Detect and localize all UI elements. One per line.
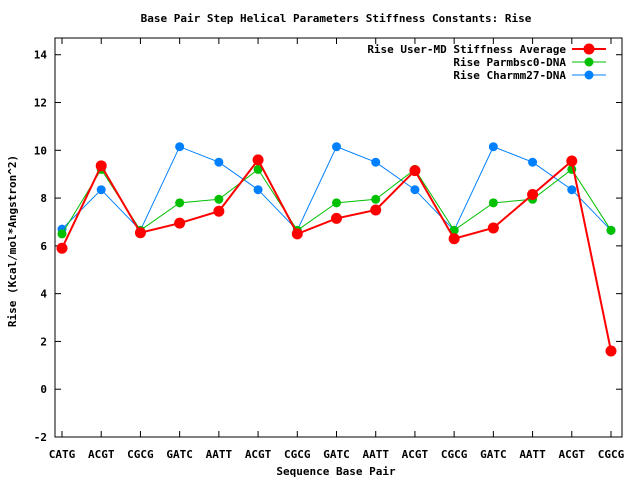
legend-label: Rise Charmm27-DNA xyxy=(453,69,566,82)
x-tick-label: GATC xyxy=(166,448,193,461)
data-point xyxy=(527,188,539,200)
data-point xyxy=(214,194,224,204)
x-tick-label: AATT xyxy=(519,448,546,461)
legend-marker xyxy=(584,70,594,80)
data-point xyxy=(410,185,420,195)
data-point xyxy=(449,225,459,235)
legend-marker xyxy=(583,43,595,55)
data-point xyxy=(252,154,264,166)
data-point xyxy=(175,198,185,208)
x-tick-label: CGCG xyxy=(441,448,468,461)
x-tick-label: CGCG xyxy=(127,448,154,461)
data-point xyxy=(528,157,538,167)
plot-frame xyxy=(54,37,623,438)
x-axis-label: Sequence Base Pair xyxy=(276,465,396,478)
x-tick-label: ACGT xyxy=(402,448,429,461)
data-point xyxy=(174,217,186,229)
data-point xyxy=(214,157,224,167)
data-point xyxy=(213,205,225,217)
legend-label: Rise Parmbsc0-DNA xyxy=(453,56,566,69)
data-point xyxy=(567,185,577,195)
data-point xyxy=(253,185,263,195)
data-point xyxy=(332,198,341,208)
x-tick-label: CATG xyxy=(49,448,76,461)
data-point xyxy=(332,142,341,152)
data-point xyxy=(291,228,303,240)
data-point xyxy=(134,227,146,239)
y-tick-label: -2 xyxy=(34,431,47,444)
x-tick-label: GATC xyxy=(480,448,507,461)
x-tick-label: CGCG xyxy=(598,448,625,461)
y-tick-label: 8 xyxy=(40,192,47,205)
data-point xyxy=(605,345,617,357)
data-point xyxy=(606,225,616,235)
y-tick-label: 0 xyxy=(40,383,47,396)
data-point xyxy=(175,142,185,152)
x-tick-label: ACGT xyxy=(559,448,586,461)
legend-marker xyxy=(584,57,594,67)
legend-label: Rise User-MD Stiffness Average xyxy=(367,43,566,56)
data-point xyxy=(371,194,381,204)
y-tick-label: 2 xyxy=(40,335,47,348)
data-point xyxy=(95,160,107,172)
data-point xyxy=(56,242,68,254)
data-point xyxy=(448,233,460,245)
data-point xyxy=(253,164,263,174)
data-point xyxy=(370,204,382,216)
data-point xyxy=(331,212,342,224)
chart-title: Base Pair Step Helical Parameters Stiffn… xyxy=(141,12,532,25)
data-point xyxy=(488,142,498,152)
x-tick-label: AATT xyxy=(206,448,233,461)
data-point xyxy=(409,165,421,177)
data-point xyxy=(488,198,498,208)
data-point xyxy=(96,185,106,195)
data-point xyxy=(371,157,381,167)
series-line-1 xyxy=(61,158,612,352)
y-tick-label: 6 xyxy=(40,240,47,253)
x-tick-label: GATC xyxy=(323,448,350,461)
data-point xyxy=(57,229,67,239)
y-tick-label: 14 xyxy=(34,49,48,62)
data-point xyxy=(566,155,578,167)
y-tick-label: 10 xyxy=(34,144,47,157)
x-tick-label: AATT xyxy=(362,448,389,461)
y-tick-label: 4 xyxy=(40,288,47,301)
x-tick-label: CGCG xyxy=(284,448,311,461)
plot-area: -2 0 2 4 6 8 10 12 14 CATG ACGT CGCG GATC AATT ACGT CGC… xyxy=(34,37,625,461)
x-tick-label: ACGT xyxy=(88,448,115,461)
y-axis-label: Rise (Kcal/mol*Angstron^2) xyxy=(6,155,19,327)
data-point xyxy=(487,222,499,234)
x-tick-label: ACGT xyxy=(245,448,272,461)
y-tick-label: 12 xyxy=(34,97,47,110)
